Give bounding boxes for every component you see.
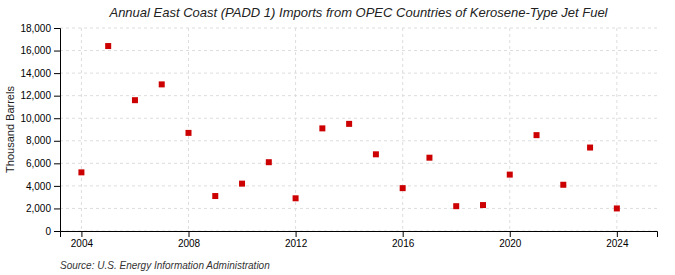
grid-line-y	[60, 95, 657, 96]
y-tick-label: 16,000	[20, 45, 51, 56]
x-tick-label: 2020	[499, 238, 522, 249]
x-axis: 2004 2008 2012 2016 2020 2024	[61, 231, 658, 249]
point	[507, 172, 513, 178]
x-tick-mark	[189, 231, 190, 237]
y-tick: 18,000	[20, 23, 60, 34]
grid	[60, 28, 657, 231]
title: Annual East Coast (PADD 1) Imports from …	[108, 5, 608, 20]
plot-area: 2004 2008 2012 2016 2020 2024 0 2,000 4,000 6,000…	[20, 23, 657, 249]
y-tick-label: 18,000	[20, 23, 51, 34]
y-tick-label: 2,000	[26, 203, 51, 214]
x-tick: 2016	[392, 231, 415, 249]
point	[132, 97, 138, 103]
grid-line-x	[81, 28, 82, 231]
y-tick: 12,000	[20, 90, 60, 101]
point	[373, 151, 379, 157]
y-tick: 2,000	[26, 203, 60, 214]
points	[78, 43, 619, 211]
y-tick-label: 12,000	[20, 90, 51, 101]
y-tick-label: 6,000	[26, 158, 51, 169]
point	[239, 181, 245, 187]
point	[266, 159, 272, 165]
y-tick-label: 8,000	[26, 135, 51, 146]
grid-line-x	[616, 28, 617, 231]
y-tick-mark	[54, 141, 60, 142]
y-axis-line	[54, 29, 61, 232]
y-tick-label: 14,000	[20, 68, 51, 79]
grid-line-y	[60, 163, 657, 164]
y-tick: 8,000	[26, 135, 60, 146]
point	[346, 121, 352, 127]
y-tick: 6,000	[26, 158, 60, 169]
x-tick-label: 2004	[71, 238, 94, 249]
y-tick: 0	[45, 226, 60, 237]
x-tick: 2012	[285, 231, 308, 249]
point	[159, 81, 165, 87]
y-tick: 16,000	[20, 45, 60, 56]
x-tick-label: 2012	[285, 238, 308, 249]
x-tick-label: 2016	[392, 238, 415, 249]
grid-line-x	[402, 28, 403, 231]
grid-line-x	[509, 28, 510, 231]
point	[212, 193, 218, 199]
y-tick-label: 4,000	[26, 181, 51, 192]
y-axis: 0 2,000 4,000 6,000 8,000 10,000 12,000 14,000 1…	[20, 23, 60, 237]
y-tick: 10,000	[20, 113, 60, 124]
point	[560, 182, 566, 188]
y-axis-title: Thousand Barrels	[4, 86, 16, 173]
y-tick-mark	[54, 231, 60, 232]
grid-line-y	[60, 208, 657, 209]
x-tick-label: 2008	[178, 238, 201, 249]
grid-line-y	[60, 73, 657, 74]
x-tick: 2020	[499, 231, 522, 249]
chart: 2004 2008 2012 2016 2020 2024 0 2,000 4,000 6,000…	[0, 0, 675, 275]
point	[480, 202, 486, 208]
point	[400, 185, 406, 191]
grid-line-y	[60, 185, 657, 186]
y-tick-mark	[54, 96, 60, 97]
grid-line-x	[188, 28, 189, 231]
y-tick-mark	[54, 28, 60, 29]
point	[319, 125, 325, 131]
x-tick-mark	[296, 231, 297, 237]
point	[78, 169, 84, 175]
y-tick-mark	[54, 73, 60, 74]
grid-line-y	[60, 118, 657, 119]
x-tick: 2004	[71, 231, 94, 249]
point	[614, 205, 620, 211]
y-tick-label: 10,000	[20, 113, 51, 124]
point	[534, 132, 540, 138]
x-tick-label: 2024	[606, 238, 629, 249]
annotation: Source: U.S. Energy Information Administ…	[60, 260, 270, 271]
point	[186, 130, 192, 136]
point	[587, 145, 593, 151]
y-tick: 14,000	[20, 68, 60, 79]
x-tick: 2008	[178, 231, 201, 249]
x-tick-mark	[403, 231, 404, 237]
point	[453, 203, 459, 209]
y-tick-mark	[54, 163, 60, 164]
point	[105, 43, 111, 49]
x-tick-mark	[617, 231, 618, 237]
grid-line-y	[60, 28, 657, 29]
point	[293, 195, 299, 201]
x-tick-mark	[510, 231, 511, 237]
y-tick-label: 0	[45, 226, 51, 237]
point	[426, 155, 432, 161]
y-tick-mark	[54, 51, 60, 52]
grid-line-y	[60, 50, 657, 51]
y-tick-mark	[54, 208, 60, 209]
x-tick-mark	[81, 231, 82, 237]
y-tick: 4,000	[26, 181, 60, 192]
x-tick: 2024	[606, 231, 629, 249]
grid-line-y	[60, 140, 657, 141]
y-tick-mark	[54, 118, 60, 119]
x-axis-line	[61, 232, 658, 238]
y-tick-mark	[54, 186, 60, 187]
